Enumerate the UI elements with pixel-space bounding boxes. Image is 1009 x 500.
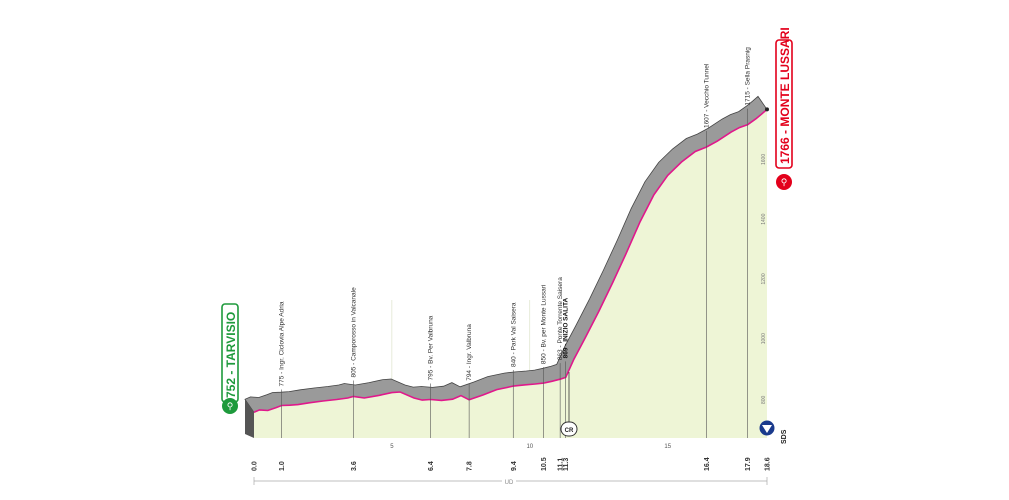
segment-bar: UD: [253, 477, 768, 486]
finish-badge: ⚲ 1766 - MONTE LUSSARI: [775, 27, 793, 190]
km-tick-7: 11.1: [558, 458, 565, 471]
timing-badge-label: CR: [565, 428, 574, 434]
km-ticks-layer: 0.0 1.0 3.6 6.4 7.8 9.4 10.5 11.111.3 16.4 17.9 18…: [252, 457, 772, 471]
elevation-ticks-layer: 800 1000 1200 1400 1600: [761, 154, 767, 404]
waypoint-label-1: 805 - Camporosso in Valcanale: [350, 287, 357, 378]
km-tick-3: 6.4: [428, 461, 435, 471]
profile-left-face: [245, 399, 254, 438]
km-tick-10: 17.9: [745, 457, 752, 471]
elevation-tick-1400: 1400: [761, 213, 767, 224]
bike-glyph-start: ⚲: [227, 401, 234, 411]
elevation-tick-1600: 1600: [761, 154, 767, 165]
finish-marker-label: SDS: [781, 429, 788, 444]
elevation-tick-1000: 1000: [761, 333, 767, 344]
waypoint-label-8: 1607 - Vecchio Tunnel: [703, 63, 710, 128]
km-tick-11: 18.6: [765, 457, 772, 471]
segment-label: UD: [505, 480, 514, 486]
start-label: 752 - TARVISIO: [224, 312, 238, 398]
grid-label-km-10: 10: [526, 444, 533, 450]
finish-marker-arrow: [762, 425, 772, 433]
bike-icon-start: [222, 398, 238, 414]
km-tick-1: 1.0: [279, 461, 286, 471]
finish-marker: SDS: [759, 420, 788, 444]
profile-line: [253, 108, 768, 414]
km-tick-2: 3.6: [351, 461, 358, 471]
bike-glyph-finish: ⚲: [781, 177, 788, 187]
elevation-tick-800: 800: [761, 395, 767, 404]
waypoint-label-5: 850 - Bv. per Monte Lussari: [541, 285, 548, 364]
waypoint-label-9: 1715 - Sella Prasnig: [745, 47, 752, 106]
km-tick-6: 10.5: [541, 457, 548, 471]
grid-label-km-5: 5: [390, 444, 394, 450]
finish-badge-frame: [775, 39, 793, 169]
grid-label-km-15: 15: [664, 444, 671, 450]
waypoints-layer: 775 - Ingr. Ciclovia Alpe Adria 805 - Cam…: [279, 47, 752, 438]
waypoint-label-3: 794 - Ingr. Valbruna: [466, 324, 473, 381]
timing-badge-pill: [560, 421, 578, 437]
start-badge: ⚲ 752 - TARVISIO: [221, 303, 239, 414]
profile-fill-area: [254, 109, 767, 439]
timing-badge: CR: [560, 372, 578, 437]
segment-label-bg: [502, 477, 516, 485]
waypoint-label-0: 775 - Ingr. Ciclovia Alpe Adria: [279, 301, 286, 386]
km-tick-5: 9.4: [511, 461, 518, 471]
km-tick-8: 11.3: [563, 458, 570, 471]
waypoint-label-6: 863 - Ponte Torrente Saisera: [557, 277, 564, 360]
waypoint-label-2: 795 - Bv. Per Valbruna: [428, 315, 435, 380]
waypoint-label-7: 869 - INIZIO SALITA: [563, 298, 570, 359]
km-tick-9: 16.4: [704, 457, 711, 471]
finish-point: [765, 107, 769, 112]
bike-icon-finish: [776, 174, 792, 190]
finish-label: 1766 - MONTE LUSSARI: [778, 27, 792, 164]
km-tick-4: 7.8: [467, 461, 474, 471]
km-tick-0: 0.0: [252, 461, 259, 471]
elevation-tick-1200: 1200: [761, 273, 767, 284]
waypoint-label-4: 840 - Park Val Saisera: [510, 302, 517, 367]
